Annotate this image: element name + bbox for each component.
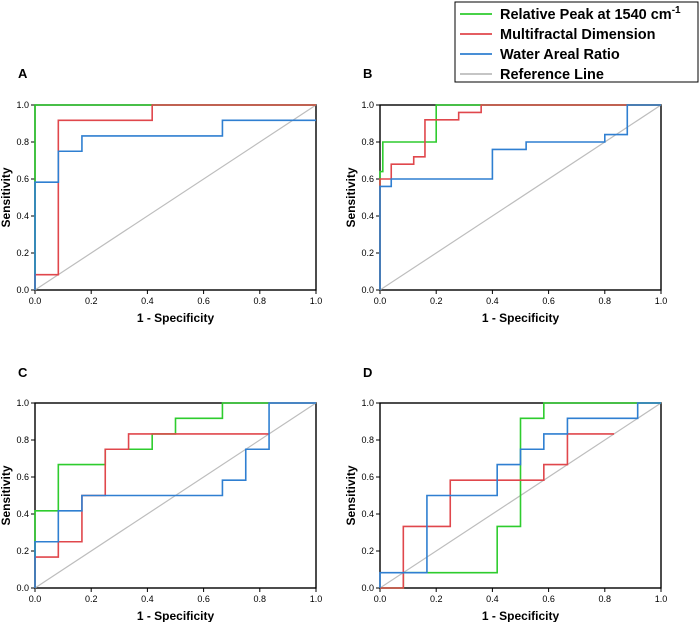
x-tick-label: 0.4 bbox=[486, 594, 499, 604]
y-tick-label: 0.8 bbox=[361, 137, 374, 147]
y-tick-label: 1.0 bbox=[361, 398, 374, 408]
legend-entry-label: Water Areal Ratio bbox=[500, 47, 620, 63]
x-tick-label: 0.4 bbox=[141, 296, 154, 306]
x-tick-label: 0.6 bbox=[197, 296, 210, 306]
x-tick-label: 0.0 bbox=[29, 296, 42, 306]
legend: Relative Peak at 1540 cm-1 Multifractal D… bbox=[454, 1, 699, 83]
y-tick-label: 0.4 bbox=[16, 211, 29, 221]
series-line-water-areal-ratio bbox=[34, 119, 316, 290]
y-tick-label: 0.6 bbox=[16, 174, 29, 184]
y-tick-label: 0.2 bbox=[16, 248, 29, 258]
x-tick-label: 0.2 bbox=[85, 296, 98, 306]
panel-b: B 0.0 0.2 0.4 0.6 0.8 1.0 0.0 0.2 0.4 0.6 0.8 1.0 1 -… bbox=[344, 66, 667, 325]
x-tick-label: 0.8 bbox=[599, 296, 612, 306]
series-line-water-areal-ratio bbox=[379, 104, 661, 290]
y-tick-label: 0.0 bbox=[16, 583, 29, 593]
y-tick-label: 0.4 bbox=[361, 509, 374, 519]
y-tick-label: 0.8 bbox=[16, 137, 29, 147]
x-tick-label: 1.0 bbox=[310, 594, 323, 604]
y-tick-label: 0.6 bbox=[16, 472, 29, 482]
x-axis-title: 1 - Specificity bbox=[137, 609, 215, 622]
x-tick-label: 1.0 bbox=[655, 594, 668, 604]
y-tick-label: 0.2 bbox=[361, 546, 374, 556]
legend-entry-label: Multifractal Dimension bbox=[500, 27, 656, 43]
series-line-water-areal-ratio bbox=[379, 402, 661, 588]
legend-entry-label: Reference Line bbox=[500, 67, 604, 83]
plot-frame bbox=[379, 402, 662, 589]
legend-entry: Reference Line bbox=[500, 67, 604, 83]
y-axis-title: Sensitivity bbox=[344, 167, 358, 227]
panel-label: C bbox=[18, 365, 28, 380]
x-tick-label: 0.6 bbox=[197, 594, 210, 604]
panel-c: C 0.0 0.2 0.4 0.6 0.8 1.0 0.0 0.2 0.4 0.6 0.8 1.0 1 -… bbox=[0, 365, 322, 622]
y-tick-label: 1.0 bbox=[16, 398, 29, 408]
y-tick-label: 0.2 bbox=[361, 248, 374, 258]
x-tick-label: 0.0 bbox=[374, 594, 387, 604]
legend-entry: Relative Peak at 1540 cm-1 bbox=[500, 5, 681, 23]
x-tick-label: 0.2 bbox=[85, 594, 98, 604]
legend-entry: Water Areal Ratio bbox=[500, 47, 620, 63]
x-tick-label: 0.6 bbox=[542, 296, 555, 306]
x-tick-label: 0.4 bbox=[141, 594, 154, 604]
panel-label: A bbox=[18, 66, 28, 81]
x-tick-label: 0.2 bbox=[430, 594, 443, 604]
y-tick-label: 0.4 bbox=[361, 211, 374, 221]
panel-label: D bbox=[363, 365, 372, 380]
y-tick-label: 0.6 bbox=[361, 472, 374, 482]
panel-d: D 0.0 0.2 0.4 0.6 0.8 1.0 0.0 0.2 0.4 0.6 0.8 1.0 1 -… bbox=[344, 365, 667, 622]
y-tick-label: 1.0 bbox=[16, 100, 29, 110]
series-line-reference-line bbox=[379, 104, 662, 291]
legend-box bbox=[454, 1, 699, 83]
x-tick-label: 0.6 bbox=[542, 594, 555, 604]
panel-a: A 0.0 0.2 0.4 0.6 0.8 1.0 0.0 0.2 0.4 0.6 0.8 1.0 1 -… bbox=[0, 66, 322, 325]
y-tick-label: 0.8 bbox=[361, 435, 374, 445]
y-axis-title: Sensitivity bbox=[0, 167, 13, 227]
panel-label: B bbox=[363, 66, 372, 81]
y-tick-label: 1.0 bbox=[361, 100, 374, 110]
x-tick-label: 0.0 bbox=[29, 594, 42, 604]
x-tick-label: 1.0 bbox=[310, 296, 323, 306]
y-tick-label: 0.0 bbox=[361, 285, 374, 295]
y-tick-label: 0.2 bbox=[16, 546, 29, 556]
y-tick-label: 0.0 bbox=[16, 285, 29, 295]
y-axis-title: Sensitivity bbox=[344, 465, 358, 525]
y-tick-label: 0.4 bbox=[16, 509, 29, 519]
y-tick-label: 0.0 bbox=[361, 583, 374, 593]
x-tick-label: 0.2 bbox=[430, 296, 443, 306]
x-axis-title: 1 - Specificity bbox=[482, 311, 560, 325]
plot-frame bbox=[34, 402, 317, 589]
y-tick-label: 0.6 bbox=[361, 174, 374, 184]
x-tick-label: 1.0 bbox=[655, 296, 668, 306]
x-axis-title: 1 - Specificity bbox=[137, 311, 215, 325]
x-axis-title: 1 - Specificity bbox=[482, 609, 560, 622]
x-tick-label: 0.4 bbox=[486, 296, 499, 306]
y-axis-title: Sensitivity bbox=[0, 465, 13, 525]
y-tick-label: 0.8 bbox=[16, 435, 29, 445]
x-tick-label: 0.8 bbox=[599, 594, 612, 604]
x-tick-label: 0.8 bbox=[254, 594, 267, 604]
legend-entry: Multifractal Dimension bbox=[500, 27, 656, 43]
x-tick-label: 0.8 bbox=[254, 296, 267, 306]
x-tick-label: 0.0 bbox=[374, 296, 387, 306]
series-line-water-areal-ratio bbox=[34, 402, 316, 588]
legend-entry-label: Relative Peak at 1540 cm bbox=[500, 7, 672, 23]
series-line-reference-line bbox=[34, 104, 317, 291]
legend-entry-superscript: -1 bbox=[672, 5, 681, 16]
series-line-multifractal-dimension bbox=[379, 104, 661, 290]
